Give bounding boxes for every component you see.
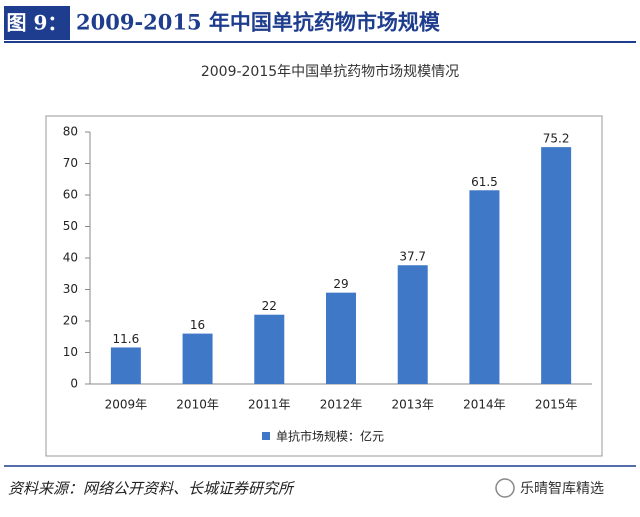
page-title: 2009-2015 年中国单抗药物市场规模: [76, 10, 441, 35]
legend-swatch: [262, 432, 270, 440]
x-tick-label: 2015年: [535, 398, 578, 412]
y-tick-label: 10: [63, 345, 78, 359]
value-label: 37.7: [399, 250, 426, 264]
value-label: 75.2: [543, 132, 570, 146]
x-tick-label: 2014年: [463, 398, 506, 412]
value-label: 29: [333, 277, 348, 291]
value-label: 22: [262, 299, 277, 313]
watermark-icon: [495, 478, 515, 498]
watermark: 乐晴智库精选: [520, 481, 604, 497]
x-tick-label: 2009年: [105, 398, 148, 412]
y-tick-label: 70: [63, 156, 78, 170]
figure-label: 图 9：: [7, 11, 68, 35]
bar: [326, 292, 356, 384]
x-tick-label: 2012年: [320, 398, 363, 412]
bar: [397, 265, 428, 384]
label-box: [4, 6, 70, 40]
value-label: 16: [190, 318, 205, 332]
bar: [541, 147, 572, 384]
bar: [469, 190, 500, 384]
legend-label: 单抗市场规模：亿元: [276, 429, 384, 444]
y-tick-label: 40: [63, 251, 78, 265]
source: 资料来源：网络公开资料、长城证券研究所: [8, 480, 295, 498]
x-tick-label: 2011年: [248, 398, 291, 412]
chart-title: 2009-2015年中国单抗药物市场规模情况: [201, 63, 459, 80]
y-tick-label: 80: [63, 125, 78, 139]
bar: [110, 347, 141, 384]
chart-frame: [45, 115, 603, 457]
bar: [254, 314, 285, 384]
y-tick-label: 20: [63, 314, 78, 328]
y-tick-label: 50: [63, 219, 78, 233]
y-tick-label: 0: [70, 377, 78, 391]
x-tick-label: 2013年: [391, 398, 434, 412]
value-label: 11.6: [112, 332, 139, 346]
x-tick-label: 2010年: [176, 398, 219, 412]
value-label: 61.5: [471, 175, 498, 189]
y-tick-label: 30: [63, 282, 78, 296]
bar: [182, 333, 213, 384]
y-tick-label: 60: [63, 188, 78, 202]
